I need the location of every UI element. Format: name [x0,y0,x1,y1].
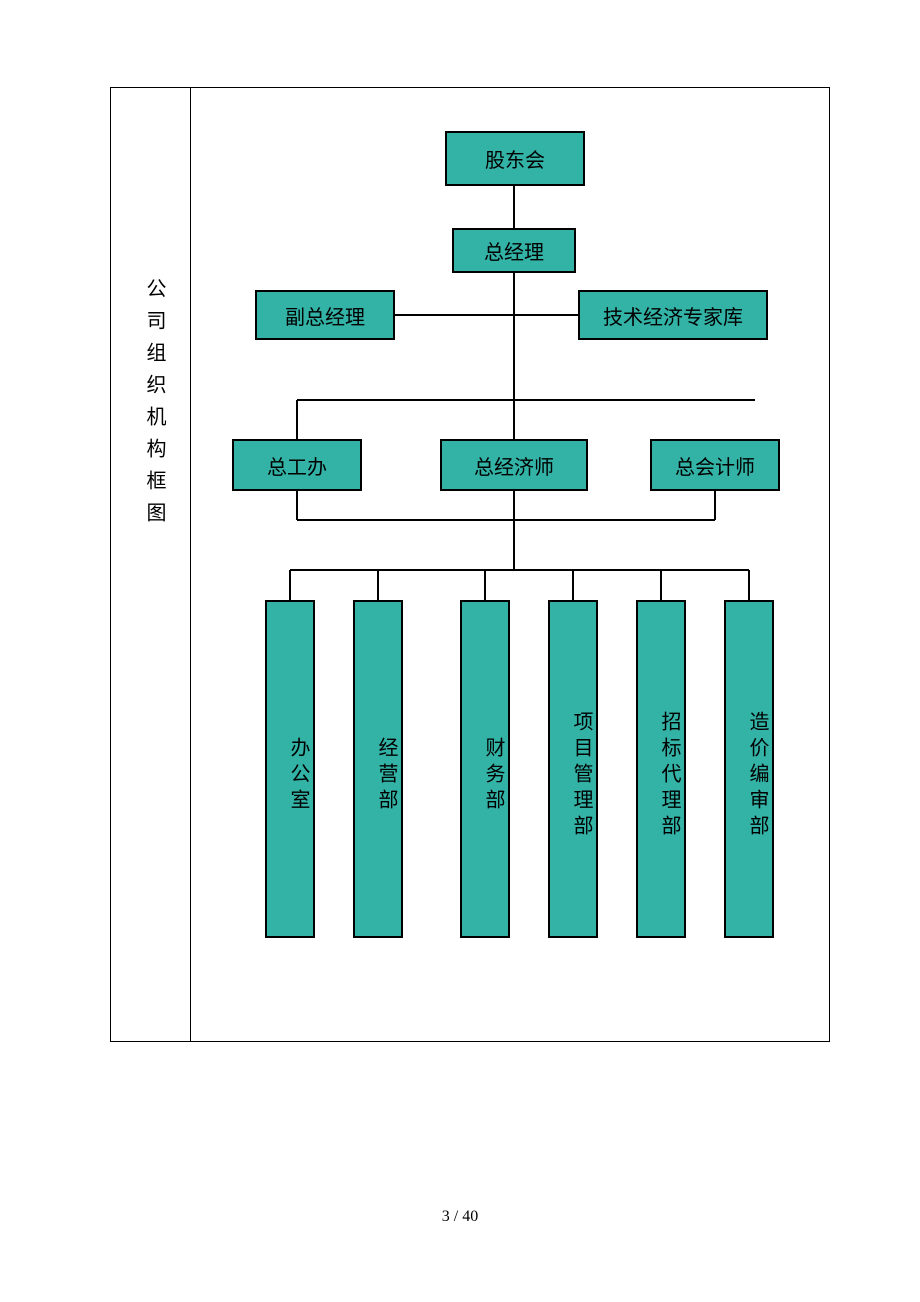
node-experts: 技术经济专家库 [578,290,768,340]
node-chief_eng: 总工办 [232,439,362,491]
node-gm: 总经理 [452,228,576,273]
node-chief_econ: 总经济师 [440,439,588,491]
dept-dept_bid: 招标代理部 [636,600,686,938]
dept-dept_office: 办公室 [265,600,315,938]
dept-dept_fin: 财务部 [460,600,510,938]
dept-dept_cost: 造价编审部 [724,600,774,938]
dept-dept_proj: 项目管理部 [548,600,598,938]
page: 公司组织机构框图 3 / 40 股东会总经理副总经理技术经济专家库总工办总经济师… [0,0,920,1302]
node-chief_acc: 总会计师 [650,439,780,491]
page-number: 3 / 40 [0,1208,920,1226]
node-dgm: 副总经理 [255,290,395,340]
node-shareholders: 股东会 [445,131,585,186]
dept-dept_biz: 经营部 [353,600,403,938]
